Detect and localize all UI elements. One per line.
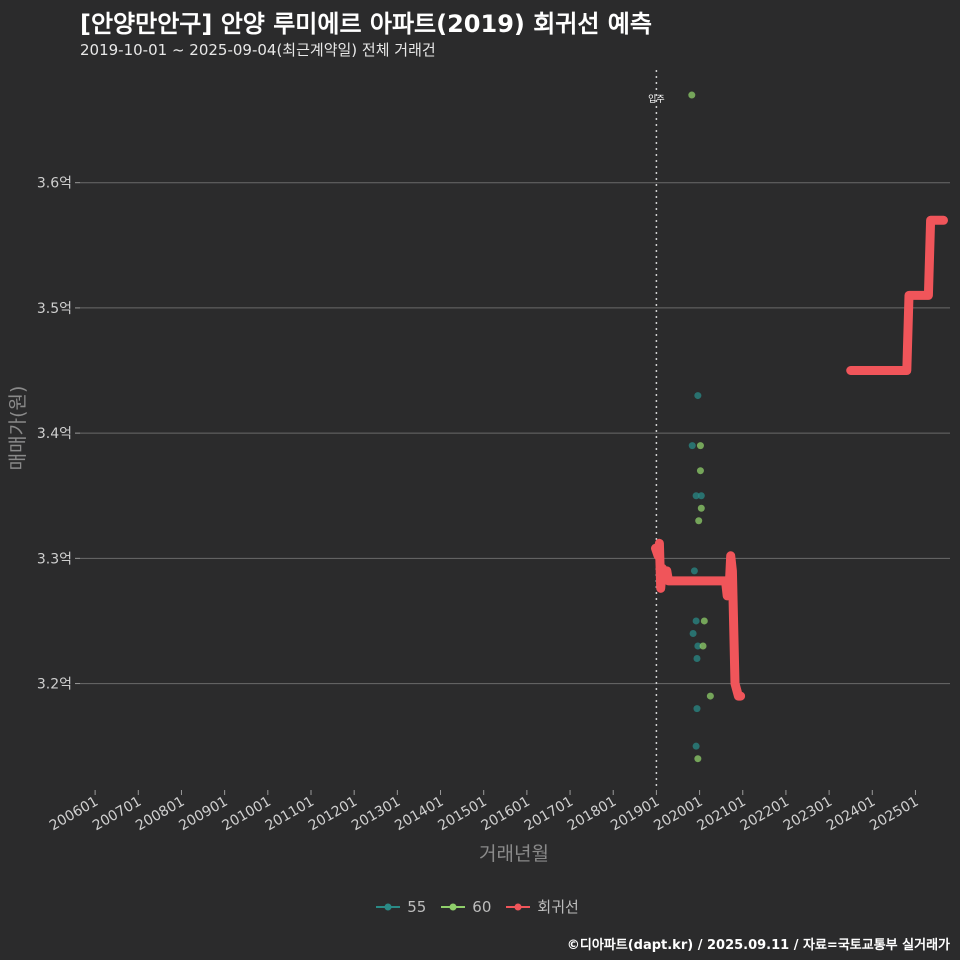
data-point-60 bbox=[696, 467, 704, 475]
data-point-55 bbox=[692, 617, 700, 625]
legend-key-55-icon bbox=[376, 903, 401, 910]
x-tick-label: 202401 bbox=[824, 794, 878, 835]
x-tick-label: 202501 bbox=[867, 794, 921, 835]
x-tick-label: 201101 bbox=[263, 794, 317, 835]
data-point-60 bbox=[697, 504, 705, 512]
x-tick-label: 201301 bbox=[349, 794, 403, 835]
legend-item-regression: 회귀선 bbox=[505, 896, 579, 917]
y-tick-label: 3.2억 bbox=[37, 677, 72, 693]
x-tick-label: 200701 bbox=[90, 794, 144, 835]
legend-key-60-icon bbox=[441, 903, 466, 910]
data-point-55 bbox=[694, 642, 702, 650]
legend-item-55: 55 bbox=[375, 898, 426, 916]
x-tick-label: 201801 bbox=[565, 794, 619, 835]
x-tick-label: 200601 bbox=[47, 794, 101, 835]
data-point-60 bbox=[688, 91, 696, 99]
regression-line bbox=[651, 538, 746, 701]
data-point-60 bbox=[695, 517, 703, 525]
move-in-label: 입주 bbox=[648, 93, 665, 105]
regression-line bbox=[846, 215, 948, 375]
data-point-55 bbox=[693, 705, 701, 713]
legend-label-regression: 회귀선 bbox=[537, 898, 579, 916]
legend-key-regression-icon bbox=[506, 903, 531, 910]
data-point-60 bbox=[700, 617, 708, 625]
legend-item-60: 60 bbox=[440, 898, 491, 916]
x-tick-label: 201501 bbox=[435, 794, 489, 835]
data-point-60 bbox=[706, 692, 714, 700]
data-point-60 bbox=[694, 755, 702, 763]
x-tick-label: 202201 bbox=[738, 794, 792, 835]
x-tick-label: 202001 bbox=[651, 794, 705, 835]
x-tick-label: 201601 bbox=[479, 794, 533, 835]
chart-subtitle: 2019-10-01 ~ 2025-09-04(최근계약일) 전체 거래건 bbox=[80, 41, 436, 59]
y-tick-label: 3.3억 bbox=[37, 551, 72, 567]
legend-label-55: 55 bbox=[407, 897, 427, 916]
x-tick-label: 202301 bbox=[781, 794, 835, 835]
y-tick-label: 3.6억 bbox=[37, 176, 72, 192]
x-tick-label: 201701 bbox=[522, 794, 576, 835]
data-point-55 bbox=[694, 392, 702, 400]
x-tick-label: 201201 bbox=[306, 794, 360, 835]
x-tick-label: 200801 bbox=[133, 794, 187, 835]
x-tick-label: 202101 bbox=[694, 794, 748, 835]
x-axis-label: 거래년월 bbox=[479, 843, 549, 865]
y-axis-label: 매매가(원) bbox=[7, 386, 29, 471]
data-point-55 bbox=[689, 629, 697, 637]
legend-label-60: 60 bbox=[472, 897, 492, 916]
data-point-55 bbox=[690, 567, 698, 575]
data-point-55 bbox=[688, 442, 696, 450]
x-tick-label: 201401 bbox=[392, 794, 446, 835]
y-tick-label: 3.5억 bbox=[37, 301, 72, 317]
data-point-55 bbox=[692, 742, 700, 750]
data-point-55 bbox=[697, 492, 705, 500]
y-tick-label: 3.4억 bbox=[37, 426, 72, 442]
x-tick-label: 201901 bbox=[608, 794, 662, 835]
data-point-60 bbox=[699, 642, 707, 650]
x-tick-label: 200901 bbox=[176, 794, 230, 835]
source-caption: ©디아파트(dapt.kr) / 2025.09.11 / 자료=국토교통부 실… bbox=[566, 938, 950, 953]
legend: 55 60 회귀선 bbox=[0, 896, 960, 917]
data-point-55 bbox=[693, 655, 701, 663]
x-tick-label: 201001 bbox=[220, 794, 274, 835]
data-point-55 bbox=[692, 492, 700, 500]
chart-title: [안양만안구] 안양 루미에르 아파트(2019) 회귀선 예측 bbox=[80, 10, 652, 38]
data-point-60 bbox=[696, 442, 704, 450]
